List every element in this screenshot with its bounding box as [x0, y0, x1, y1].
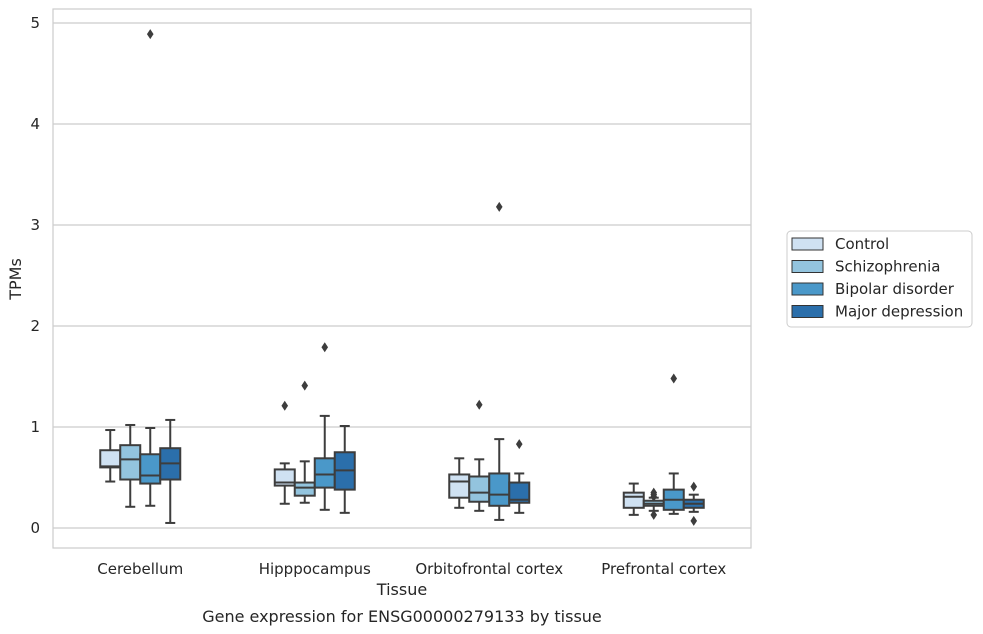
y-tick-label: 5 [30, 14, 40, 32]
y-tick-label: 0 [30, 519, 40, 537]
box-group [119, 423, 142, 508]
outlier-point [650, 487, 658, 498]
box-group [293, 380, 316, 504]
outlier-point [670, 373, 678, 384]
grid [53, 22, 751, 529]
y-tick-label: 3 [30, 216, 40, 234]
box-group [139, 29, 162, 507]
legend-swatch [791, 260, 824, 273]
legend-frame [786, 230, 973, 328]
chart-title: Gene expression for ENSG00000279133 by t… [202, 607, 602, 626]
plot-frame [52, 8, 752, 549]
box-group [622, 482, 645, 516]
y-tick-label: 4 [30, 115, 40, 133]
legend-label: Major depression [835, 303, 963, 321]
box-group [273, 400, 296, 505]
box [508, 481, 531, 504]
legend-swatch [791, 282, 824, 296]
box [99, 449, 122, 469]
box-group [448, 457, 471, 509]
x-axis-label: Tissue [376, 580, 427, 599]
legend-swatch [791, 237, 824, 251]
box-group [99, 429, 122, 483]
box [273, 468, 296, 487]
y-ticks: 0 1 2 3 4 5 [30, 14, 40, 537]
outlier-point [495, 201, 503, 212]
box-group [333, 424, 356, 514]
x-tick-label: Orbitofrontal cortex [415, 560, 563, 578]
box-group [468, 399, 491, 512]
x-ticks: Cerebellum Hipppocampus Orbitofrontal cort… [97, 560, 726, 578]
x-tick-label: Prefrontal cortex [601, 560, 726, 578]
x-tick-label: Cerebellum [97, 560, 183, 578]
box-group [159, 418, 182, 524]
boxes [99, 29, 705, 526]
outlier-point [281, 400, 289, 411]
box [468, 475, 491, 503]
box-group [313, 342, 336, 511]
box-group [508, 439, 531, 514]
outlier-point [146, 29, 154, 40]
box [488, 472, 511, 507]
box [293, 481, 316, 497]
box-group [488, 201, 511, 521]
outlier-point [515, 439, 523, 450]
y-axis-label: TPMs [6, 258, 25, 301]
outlier-point [690, 481, 698, 492]
box [313, 457, 336, 489]
y-tick-label: 1 [30, 418, 40, 436]
box [139, 453, 162, 485]
box-group [642, 487, 665, 520]
box-group [662, 373, 685, 515]
legend-label: Bipolar disorder [835, 280, 955, 298]
outlier-point [301, 380, 309, 391]
legend-swatch [791, 305, 824, 318]
box [119, 444, 142, 481]
y-tick-label: 2 [30, 317, 40, 335]
outlier-point [475, 399, 483, 410]
box [448, 473, 471, 499]
box [622, 491, 645, 509]
legend: Control Schizophrenia Bipolar disorder Majo… [786, 230, 973, 328]
legend-label: Control [835, 235, 889, 253]
legend-label: Schizophrenia [835, 258, 940, 276]
outlier-point [321, 342, 329, 353]
outlier-point [650, 509, 658, 520]
box-group [682, 481, 705, 526]
x-tick-label: Hipppocampus [259, 560, 371, 578]
outlier-point [690, 515, 698, 526]
